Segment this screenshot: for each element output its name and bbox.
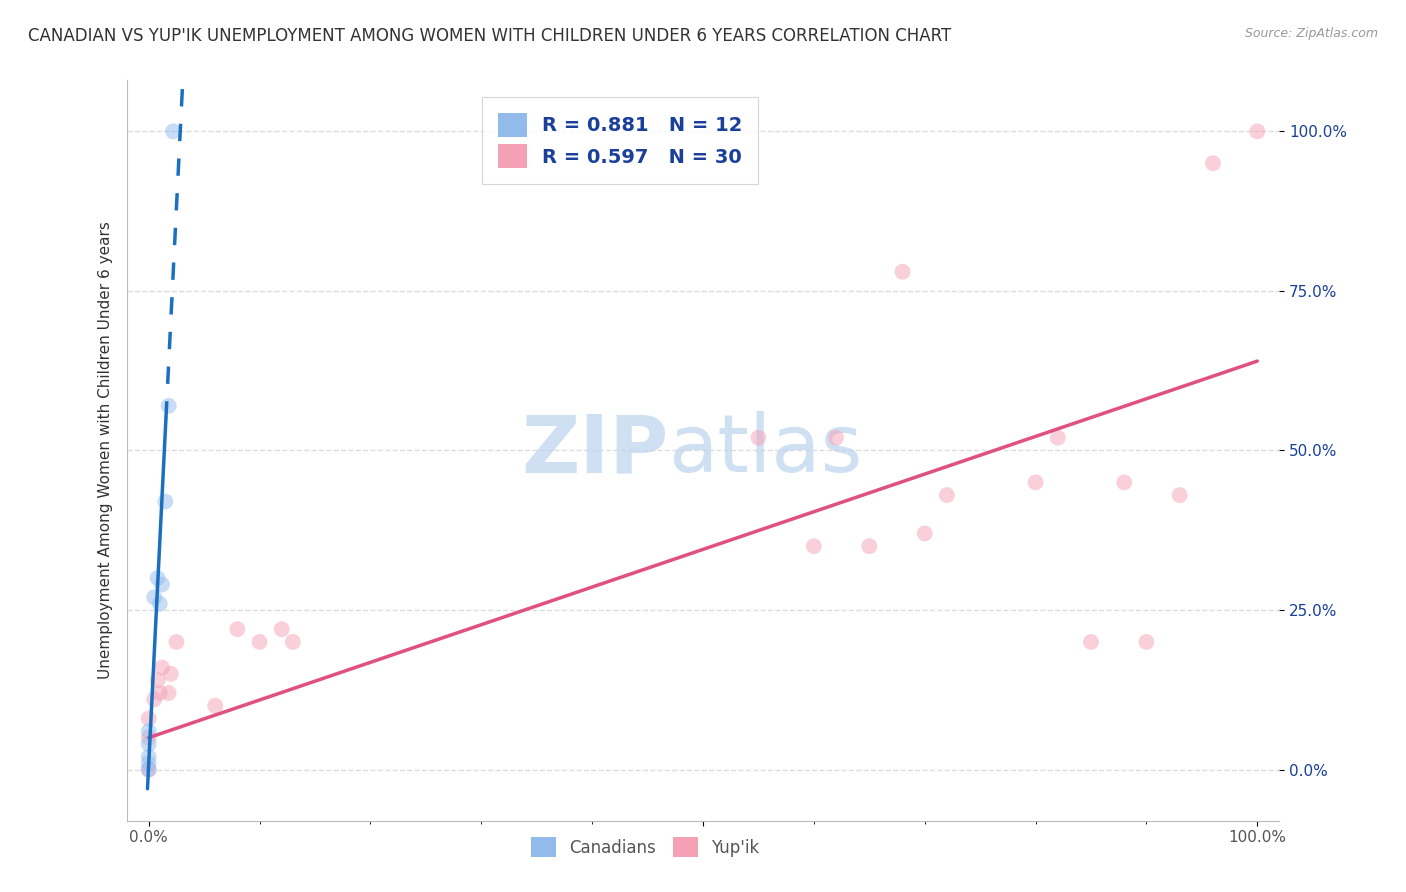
Point — [160, 666, 183, 681]
Point — [149, 597, 172, 611]
Point — [204, 698, 226, 713]
Point — [803, 539, 825, 553]
Point — [138, 737, 160, 751]
Point — [157, 399, 180, 413]
Point — [858, 539, 880, 553]
Point — [150, 577, 173, 591]
Point — [1046, 431, 1069, 445]
Point — [146, 571, 169, 585]
Point — [1202, 156, 1225, 170]
Point — [138, 749, 160, 764]
Point — [146, 673, 169, 688]
Point — [138, 763, 160, 777]
Point — [270, 622, 292, 636]
Text: CANADIAN VS YUP'IK UNEMPLOYMENT AMONG WOMEN WITH CHILDREN UNDER 6 YEARS CORRELAT: CANADIAN VS YUP'IK UNEMPLOYMENT AMONG WO… — [28, 27, 952, 45]
Point — [825, 431, 848, 445]
Text: ZIP: ZIP — [522, 411, 668, 490]
Point — [165, 635, 187, 649]
Point — [143, 591, 166, 605]
Point — [143, 692, 166, 706]
Point — [162, 124, 184, 138]
Point — [1135, 635, 1157, 649]
Point — [157, 686, 180, 700]
Point — [150, 660, 173, 674]
Text: atlas: atlas — [668, 411, 863, 490]
Point — [1114, 475, 1136, 490]
Y-axis label: Unemployment Among Women with Children Under 6 years: Unemployment Among Women with Children U… — [97, 221, 112, 680]
Point — [149, 686, 172, 700]
Point — [138, 712, 160, 726]
Point — [155, 494, 177, 508]
Text: Source: ZipAtlas.com: Source: ZipAtlas.com — [1244, 27, 1378, 40]
Point — [226, 622, 249, 636]
Point — [914, 526, 936, 541]
Point — [138, 731, 160, 745]
Point — [138, 724, 160, 739]
Point — [138, 763, 160, 777]
Point — [1080, 635, 1102, 649]
Point — [249, 635, 271, 649]
Point — [747, 431, 769, 445]
Point — [1025, 475, 1047, 490]
Point — [1168, 488, 1191, 502]
Point — [891, 265, 914, 279]
Point — [138, 756, 160, 771]
Point — [935, 488, 957, 502]
Point — [281, 635, 304, 649]
Point — [1246, 124, 1268, 138]
Legend: Canadians, Yup'ik: Canadians, Yup'ik — [524, 830, 766, 864]
